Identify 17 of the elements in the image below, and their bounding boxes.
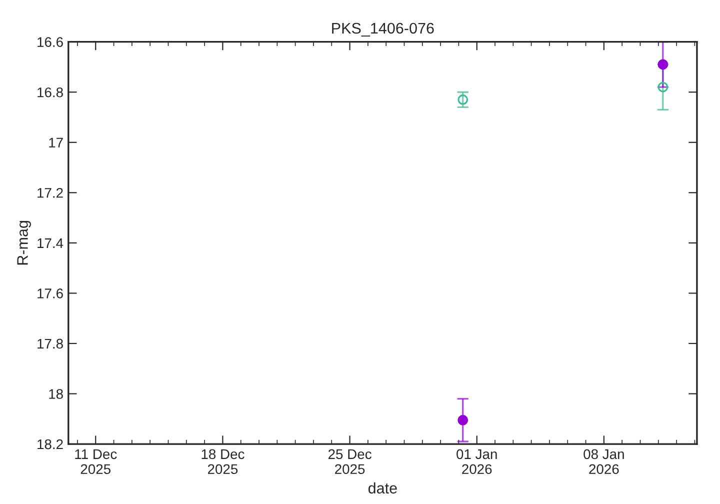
x-tick-label: 01 Jan 2026 [456,449,497,474]
y-tick-label: 17 [49,138,63,148]
y-tick-label: 17.2 [38,188,63,198]
y-tick-label: 17.4 [38,238,64,248]
x-tick-label: 18 Dec 2025 [202,449,244,474]
x-tick-label: 08 Jan 2026 [584,449,624,474]
x-tick-label: 25 Dec 2025 [328,449,372,474]
y-tick-label: 17.8 [38,338,63,349]
y-tick-label: 18.2 [38,439,63,450]
x-tick-label: 11 Dec 2025 [75,449,117,474]
x-axis-title: date [368,482,397,494]
chart-title: PKS_1406-076 [332,22,434,37]
y-axis-title: R-mag [17,220,31,265]
y-tick-label: 16.6 [38,37,63,47]
y-tick-label: 18 [49,389,63,399]
y-tick-label: 17.6 [38,288,63,298]
y-tick-label: 16.8 [38,87,63,98]
